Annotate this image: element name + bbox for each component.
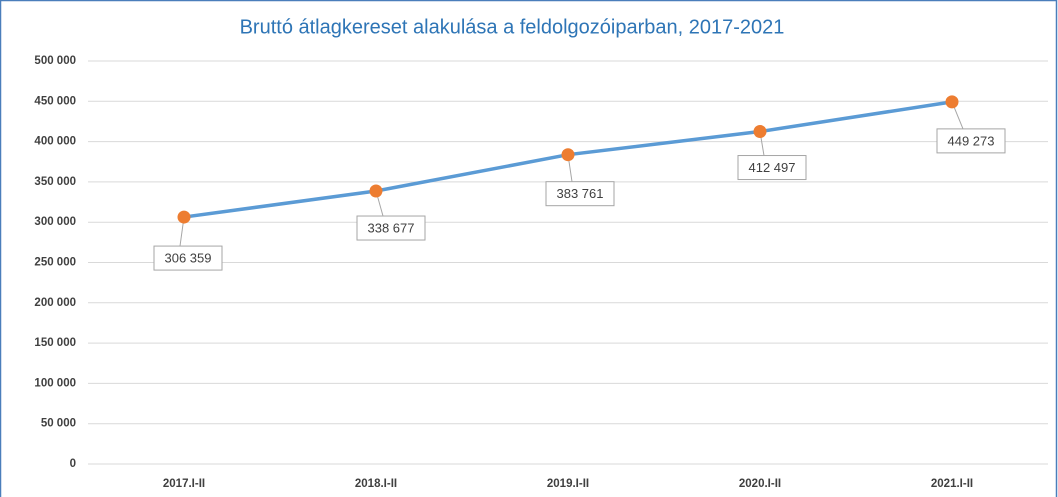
data-label: 449 273: [948, 133, 995, 148]
data-point: [369, 184, 383, 198]
data-label-box: [737, 155, 807, 181]
data-point: [753, 125, 767, 139]
data-label: 306 359: [165, 251, 212, 266]
data-label-box: [545, 181, 615, 207]
y-tick-label: 500 000: [34, 55, 76, 67]
data-point: [177, 210, 191, 224]
x-tick-label: 2018.I-II: [355, 478, 397, 490]
data-label: 412 497: [749, 160, 796, 175]
y-tick-label: 400 000: [34, 136, 76, 148]
y-tick-label: 100 000: [34, 377, 76, 389]
y-tick-label: 0: [70, 458, 76, 470]
x-tick-label: 2017.I-II: [163, 478, 205, 490]
x-tick-label: 2020.I-II: [739, 478, 781, 490]
data-label-box: [936, 128, 1006, 154]
y-tick-label: 50 000: [41, 418, 76, 430]
data-label-box: [153, 245, 223, 271]
y-tick-label: 250 000: [34, 257, 76, 269]
y-tick-label: 450 000: [34, 95, 76, 107]
x-tick-label: 2019.I-II: [547, 478, 589, 490]
x-tick-label: 2021.I-II: [931, 478, 973, 490]
data-label: 383 761: [557, 186, 604, 201]
y-tick-label: 200 000: [34, 297, 76, 309]
data-label-box: [356, 215, 426, 241]
chart-title: Bruttó átlagkereset alakulása a feldolgo…: [240, 16, 785, 38]
y-tick-label: 300 000: [34, 216, 76, 228]
data-point: [561, 148, 575, 162]
data-label: 338 677: [368, 220, 415, 235]
y-tick-label: 350 000: [34, 176, 76, 188]
y-tick-label: 150 000: [34, 337, 76, 349]
data-point: [945, 95, 959, 109]
